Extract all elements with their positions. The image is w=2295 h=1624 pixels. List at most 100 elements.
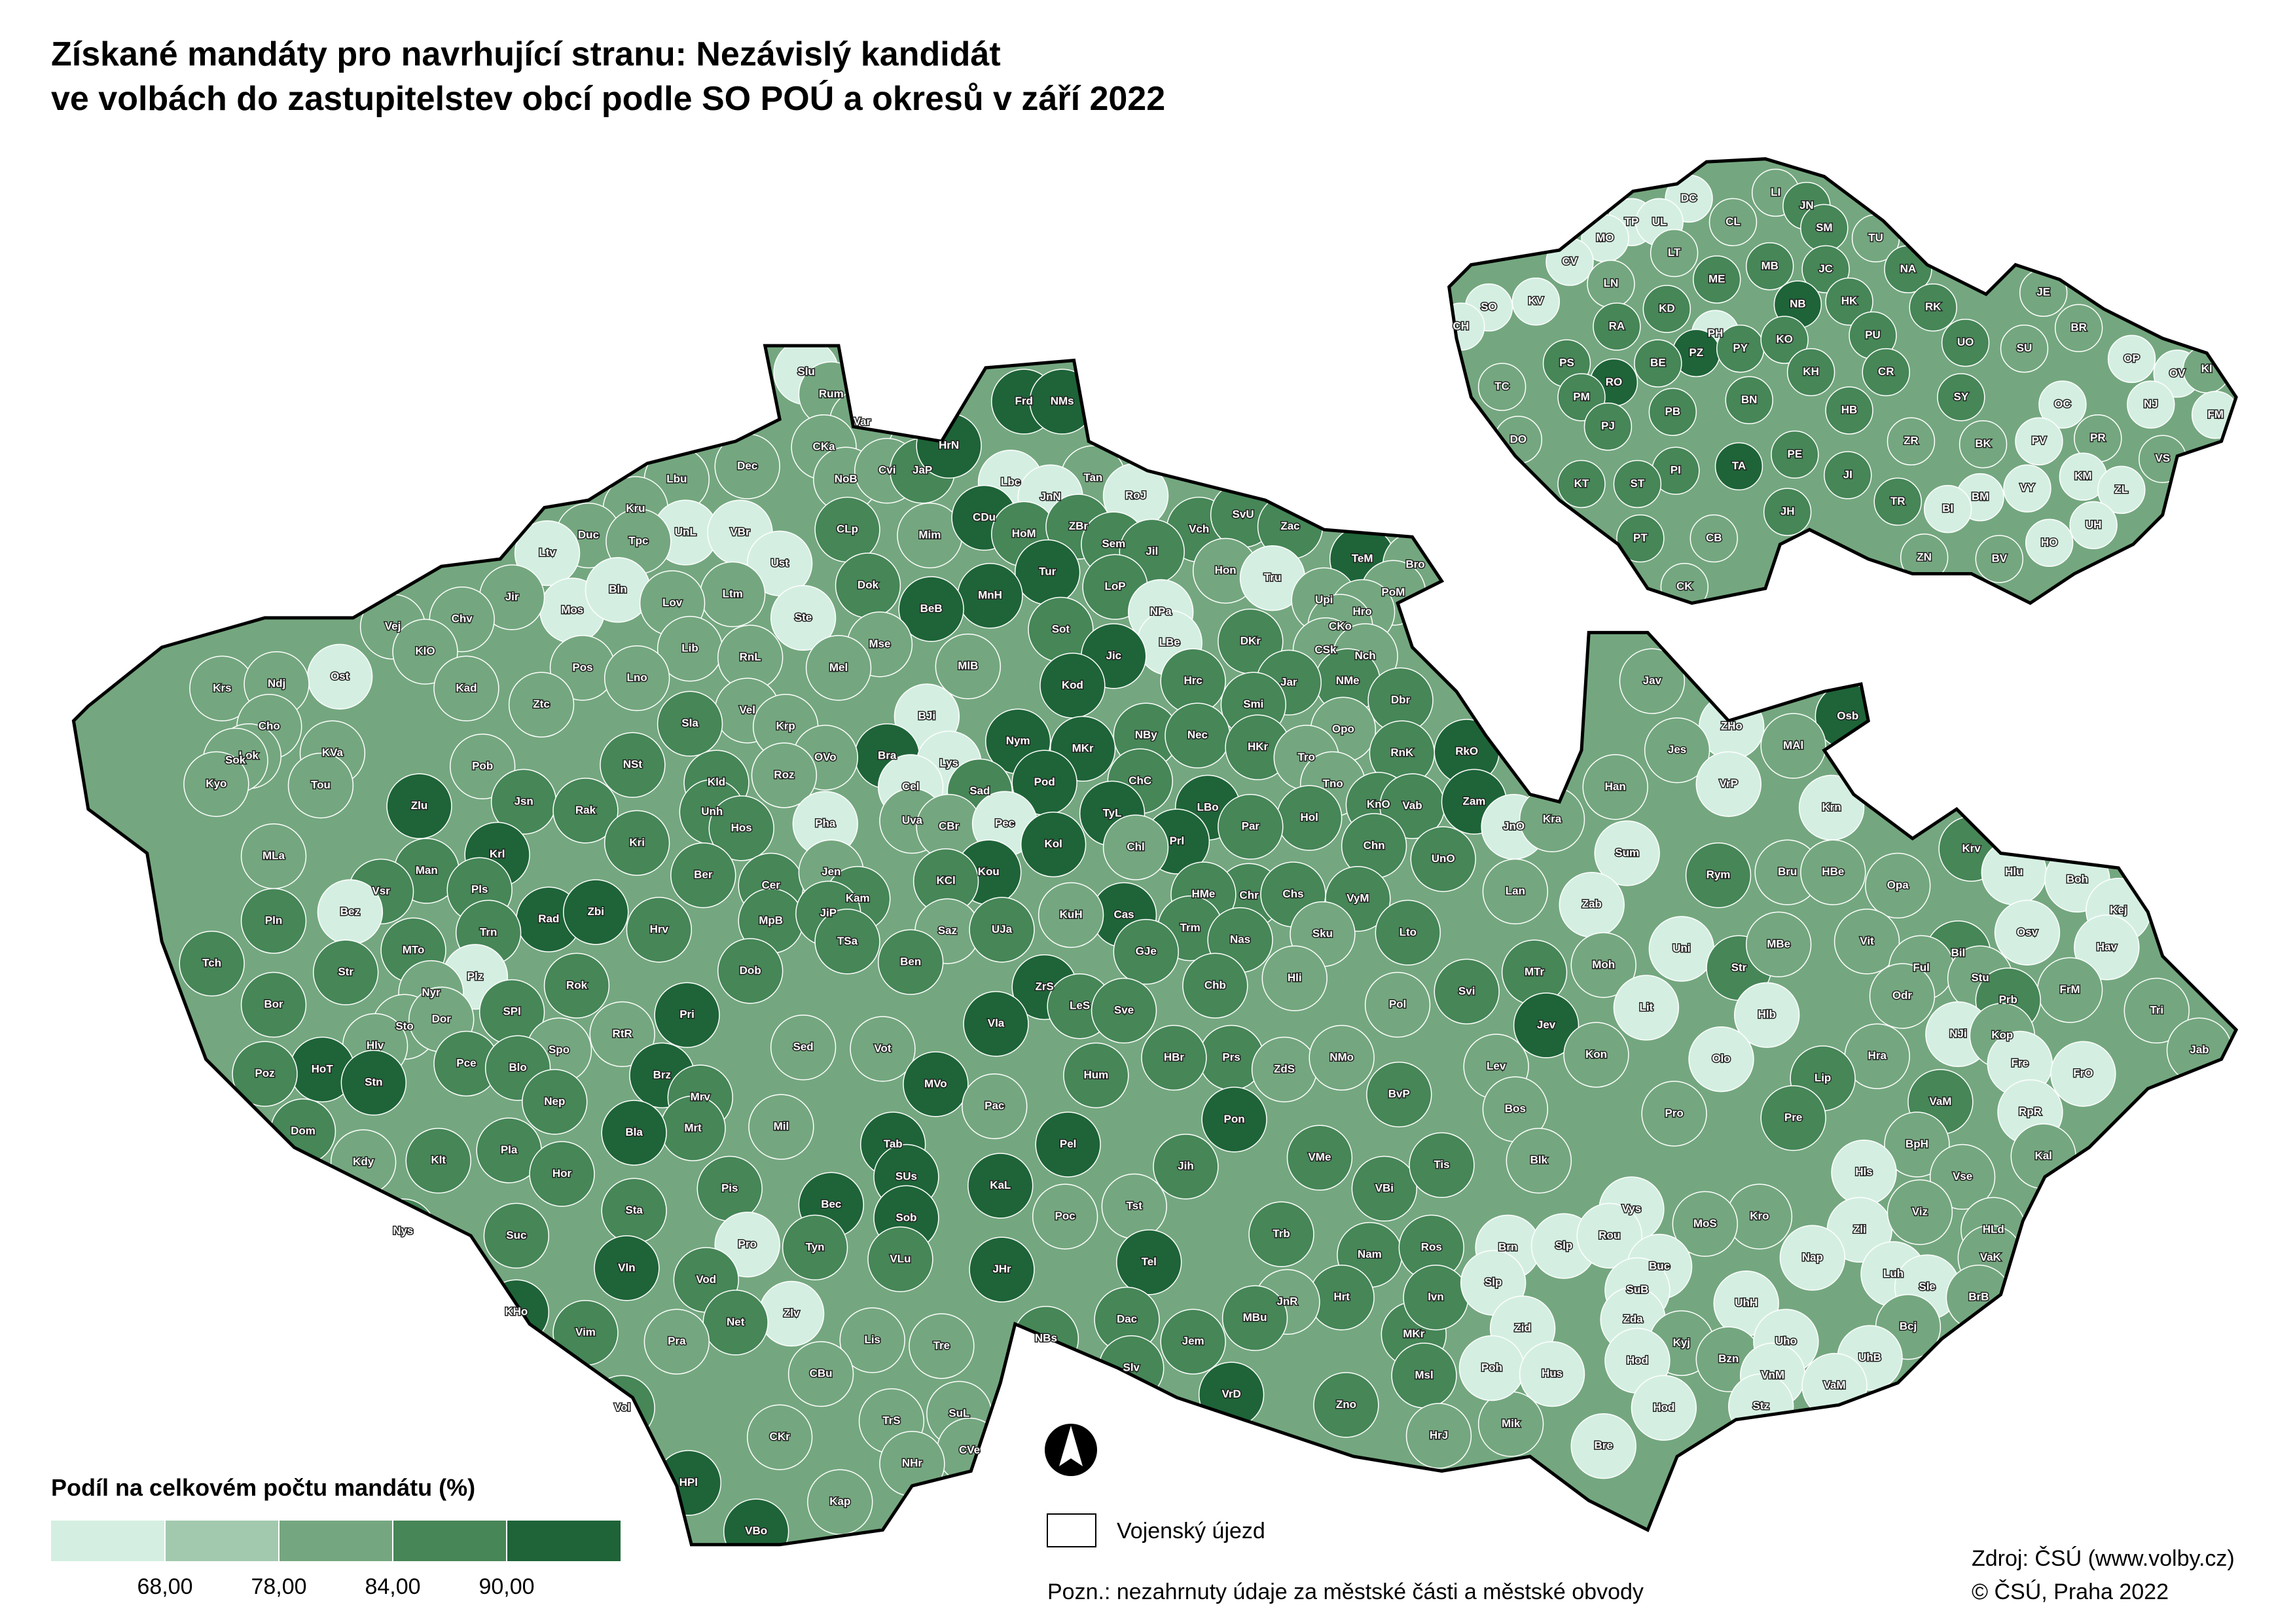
region-label: Ltv — [539, 547, 556, 559]
region-label: Hli — [1288, 971, 1302, 984]
region-label: KaL — [990, 1179, 1011, 1191]
region-label: Boh — [2067, 873, 2088, 885]
region-label: Slu — [797, 365, 814, 378]
region-label: CR — [1878, 365, 1894, 378]
region — [1218, 793, 1284, 860]
region-label: Jev — [1537, 1019, 1556, 1031]
region — [2123, 977, 2190, 1044]
region — [1644, 717, 1710, 784]
region-label: Jem — [1182, 1335, 1204, 1347]
region-label: UnO — [1432, 852, 1455, 865]
region-label: Bor — [264, 998, 283, 1010]
region-label: NMs — [1051, 395, 1074, 407]
region-label: Klt — [431, 1154, 446, 1166]
region — [969, 897, 1035, 963]
region — [1409, 1132, 1475, 1199]
region-label: SuL — [949, 1407, 969, 1419]
region-label: Hus — [1542, 1367, 1563, 1380]
region-label: Rok — [566, 979, 588, 991]
region-label: Sed — [793, 1041, 814, 1053]
region — [746, 1404, 813, 1470]
region-label: Var — [854, 415, 871, 427]
region-label: Zid — [1514, 1322, 1531, 1334]
region-label: VS — [2155, 452, 2170, 465]
region-label: Dok — [858, 579, 879, 591]
region — [1482, 858, 1549, 925]
region — [1616, 514, 1665, 563]
region-label: PoM — [1381, 586, 1405, 598]
region-label: PV — [2032, 435, 2047, 447]
region-label: Kop — [1991, 1029, 2013, 1041]
region-label: HPl — [679, 1476, 698, 1489]
region — [770, 1014, 837, 1081]
region-label: Sum — [1615, 846, 1639, 859]
legend-tick-label: 90,00 — [479, 1574, 534, 1599]
region — [240, 888, 307, 954]
region-label: Vch — [1189, 523, 1209, 535]
region-label: ZL — [2114, 483, 2128, 496]
legend-title: Podíl na celkovém počtu mandátu (%) — [51, 1474, 475, 1501]
region-label: ZHo — [1721, 720, 1743, 732]
region-label: Krl — [490, 848, 505, 860]
region-label: HKr — [1248, 740, 1269, 753]
region-label: Vsr — [372, 884, 390, 897]
region-label: VLu — [890, 1252, 911, 1265]
region-label: Hod — [1653, 1401, 1674, 1413]
region — [807, 1469, 873, 1535]
region-label: UJa — [992, 923, 1013, 935]
region-label: Tou — [311, 779, 331, 791]
region-label: BI — [1942, 502, 1953, 514]
region — [604, 645, 670, 712]
region-label: Lno — [627, 672, 647, 684]
region-label: Vej — [385, 620, 401, 632]
region — [1313, 1372, 1379, 1438]
region-label: PH — [1708, 327, 1724, 340]
region-label: MpB — [759, 914, 783, 926]
region-label: VyM — [1346, 892, 1369, 905]
region-label: Rak — [575, 804, 596, 816]
region-label: MAl — [1783, 739, 1803, 751]
region-label: TA — [1732, 460, 1746, 472]
region — [1760, 713, 1826, 779]
region — [2015, 417, 2063, 465]
legend-swatch — [393, 1521, 507, 1561]
region-label: Lip — [1815, 1072, 1832, 1084]
region-label: Hon — [1215, 564, 1237, 576]
region — [604, 810, 670, 876]
region-label: SuB — [1626, 1283, 1648, 1295]
region-label: FrM — [2060, 983, 2080, 996]
region — [1693, 255, 1741, 304]
region-label: SUs — [895, 1170, 917, 1182]
region — [589, 1001, 655, 1068]
region-label: Jav — [1643, 674, 1662, 687]
region-label: KnO — [1367, 798, 1390, 810]
region-label: JnO — [1503, 820, 1525, 833]
region-label: Pac — [985, 1100, 1004, 1112]
region-label: Chl — [1127, 840, 1144, 853]
legend-tick-label: 68,00 — [137, 1574, 192, 1599]
region-label: KM — [2074, 470, 2091, 482]
region — [340, 1049, 407, 1116]
region-label: Hrv — [650, 923, 669, 935]
region-label: Kam — [846, 892, 870, 905]
legend-swatch — [507, 1521, 621, 1561]
region — [1286, 1125, 1353, 1191]
region-label: Hra — [1868, 1049, 1887, 1062]
region-label: Bra — [878, 749, 897, 762]
region — [770, 585, 837, 651]
region-label: Prb — [1999, 994, 2017, 1006]
region-label: NA — [1900, 262, 1917, 275]
region — [1032, 1183, 1098, 1250]
region-label: Krv — [1962, 842, 1981, 854]
region-label: OVo — [814, 751, 837, 763]
region — [1825, 278, 1873, 326]
region-label: UL — [1652, 215, 1667, 228]
region-label: ZdS — [1274, 1062, 1295, 1075]
region-label: CBu — [810, 1367, 833, 1380]
region-label: Pro — [738, 1238, 757, 1250]
region-label: Mim — [918, 529, 941, 541]
region-label: Kad — [456, 681, 477, 694]
region-label: UhB — [1858, 1351, 1881, 1363]
region-label: ChC — [1129, 774, 1151, 787]
region — [1351, 1155, 1418, 1222]
